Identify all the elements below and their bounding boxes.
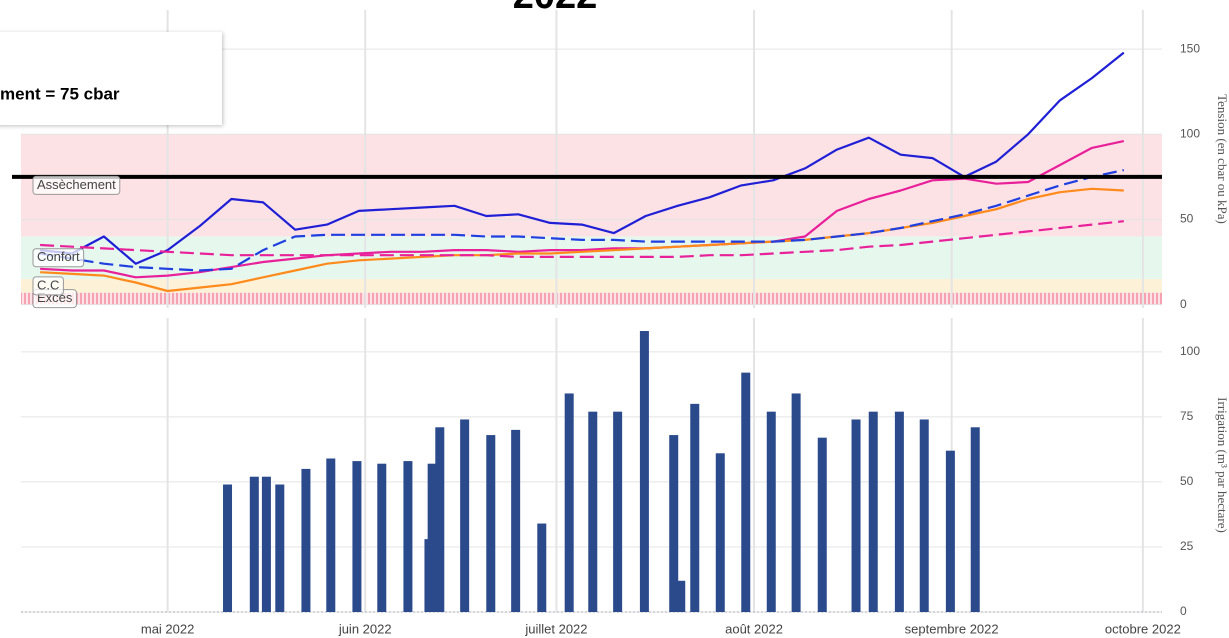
bar xyxy=(741,372,751,612)
y-tick-label: 50 xyxy=(1180,474,1194,488)
y-tick-label: 50 xyxy=(1180,212,1194,226)
zone-label-box xyxy=(32,248,85,268)
zone xyxy=(21,134,1162,237)
bar xyxy=(894,411,904,612)
bar xyxy=(791,393,801,612)
x-tick-label: mai 2022 xyxy=(141,621,194,636)
bar xyxy=(639,331,649,612)
bar xyxy=(851,419,861,612)
bar xyxy=(427,463,437,612)
y-tick-label: 100 xyxy=(1180,126,1200,140)
zone xyxy=(21,292,1162,305)
bar xyxy=(486,435,496,612)
bar xyxy=(261,476,271,612)
zone-label-box xyxy=(32,276,64,296)
annotation-box xyxy=(0,32,222,125)
zone-label-box xyxy=(32,175,121,195)
series-line xyxy=(40,220,1124,258)
bar xyxy=(868,411,878,612)
bar xyxy=(511,429,521,612)
chart-title: 2022 xyxy=(513,0,598,17)
bar xyxy=(403,461,413,612)
x-tick-label: septembre 2022 xyxy=(905,621,999,636)
bar xyxy=(919,419,929,612)
bar xyxy=(377,463,387,612)
bar xyxy=(564,393,574,612)
bar xyxy=(715,453,725,612)
bar xyxy=(352,461,362,612)
x-tick-label: août 2022 xyxy=(725,621,783,636)
bar xyxy=(435,427,445,612)
y-tick-label: 25 xyxy=(1180,539,1194,553)
bar xyxy=(326,458,336,612)
y-tick-label: 100 xyxy=(1180,344,1200,358)
zone xyxy=(21,279,1162,293)
bar xyxy=(817,437,827,612)
x-tick-label: juin 2022 xyxy=(338,621,392,636)
annotation: ment = 75 cbar xyxy=(0,84,120,103)
bar xyxy=(669,435,679,612)
bar xyxy=(223,484,233,612)
zone-label: Assèchement xyxy=(37,177,116,192)
series-line xyxy=(40,187,1124,293)
x-tick-label: octobre 2022 xyxy=(1105,621,1181,636)
bar xyxy=(301,468,311,612)
bar xyxy=(690,403,700,612)
bar xyxy=(945,450,955,612)
bar xyxy=(588,411,598,612)
x-tick-label: juillet 2022 xyxy=(524,621,587,636)
y-axis-title: Tension (en cbar ou kPa) xyxy=(1215,94,1229,224)
y-tick-label: 150 xyxy=(1180,41,1200,55)
bar xyxy=(766,411,776,612)
series-line xyxy=(39,51,1125,265)
bar xyxy=(460,419,470,612)
bar xyxy=(676,580,686,612)
y-axis-title: Irrigation (m³ par hectare) xyxy=(1215,397,1229,533)
y-tick-label: 75 xyxy=(1180,409,1194,423)
series-line xyxy=(39,169,1125,272)
zone-label: Confort xyxy=(37,249,80,264)
bar xyxy=(275,484,285,612)
irrigation-chart: mai 2022 juin 2022 juillet 2022 août 2022 se… xyxy=(21,318,1229,636)
zone-label: C.C xyxy=(37,277,59,292)
bar xyxy=(249,476,259,612)
bar xyxy=(613,411,623,612)
bar xyxy=(537,523,547,612)
y-tick-label: 0 xyxy=(1180,604,1187,618)
y-tick-label: 0 xyxy=(1180,297,1187,311)
bar xyxy=(970,427,980,612)
